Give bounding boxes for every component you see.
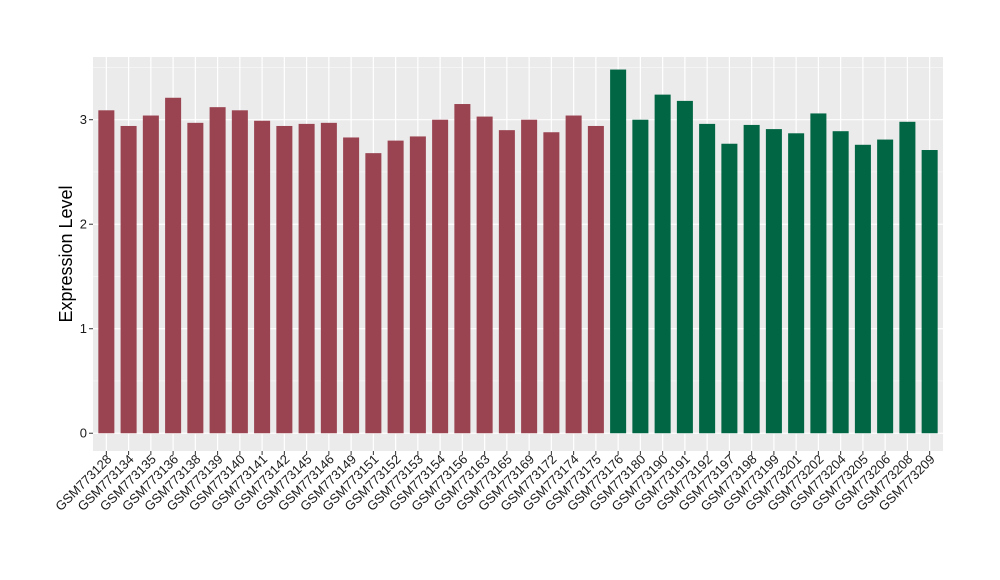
bar-GSM773145 — [298, 123, 315, 434]
bar-GSM773176 — [610, 69, 627, 434]
bar-GSM773199 — [765, 129, 782, 434]
bar-GSM773156 — [454, 104, 471, 434]
bar-GSM773202 — [810, 113, 827, 434]
y-axis-title: Expression Level — [56, 185, 76, 322]
bar-GSM773205 — [854, 144, 871, 434]
bar-GSM773206 — [877, 139, 894, 434]
bar-GSM773165 — [498, 130, 515, 434]
bar-GSM773142 — [276, 125, 293, 434]
bar-GSM773191 — [676, 100, 693, 434]
bar-GSM773138 — [187, 122, 204, 434]
bar-GSM773140 — [231, 110, 248, 434]
bar-GSM773128 — [98, 110, 115, 434]
bar-GSM773175 — [587, 125, 604, 434]
bar-GSM773208 — [899, 121, 916, 434]
bar-GSM773151 — [365, 153, 382, 434]
y-tick-label: 0 — [80, 426, 87, 441]
y-tick-label: 2 — [80, 217, 87, 232]
bar-GSM773192 — [699, 123, 716, 434]
bar-GSM773169 — [521, 119, 538, 434]
y-tick-label: 1 — [80, 321, 87, 336]
bar-GSM773197 — [721, 143, 738, 434]
bar-GSM773209 — [921, 150, 938, 434]
bar-GSM773172 — [543, 132, 560, 434]
bar-GSM773139 — [209, 107, 226, 434]
bar-GSM773153 — [409, 136, 426, 434]
bar-GSM773154 — [432, 119, 449, 434]
bar-GSM773141 — [254, 120, 271, 434]
bar-GSM773152 — [387, 140, 404, 434]
bar-GSM773134 — [120, 125, 137, 434]
bar-GSM773201 — [788, 133, 805, 434]
bar-GSM773163 — [476, 116, 493, 434]
bars — [98, 69, 938, 434]
y-axis: 0 1 2 3 — [80, 112, 93, 441]
bar-GSM773198 — [743, 124, 760, 434]
bar-GSM773135 — [142, 115, 159, 434]
y-tick-label: 3 — [80, 112, 87, 127]
bar-GSM773204 — [832, 131, 849, 434]
bar-GSM773136 — [165, 97, 182, 434]
x-axis: GSM773128GSM773134GSM773135GSM773136GSM7… — [52, 451, 938, 514]
bar-GSM773174 — [565, 115, 582, 434]
bar-GSM773149 — [343, 137, 360, 434]
bar-GSM773146 — [320, 122, 337, 434]
bar-GSM773180 — [632, 119, 649, 434]
bar-GSM773190 — [654, 94, 671, 434]
